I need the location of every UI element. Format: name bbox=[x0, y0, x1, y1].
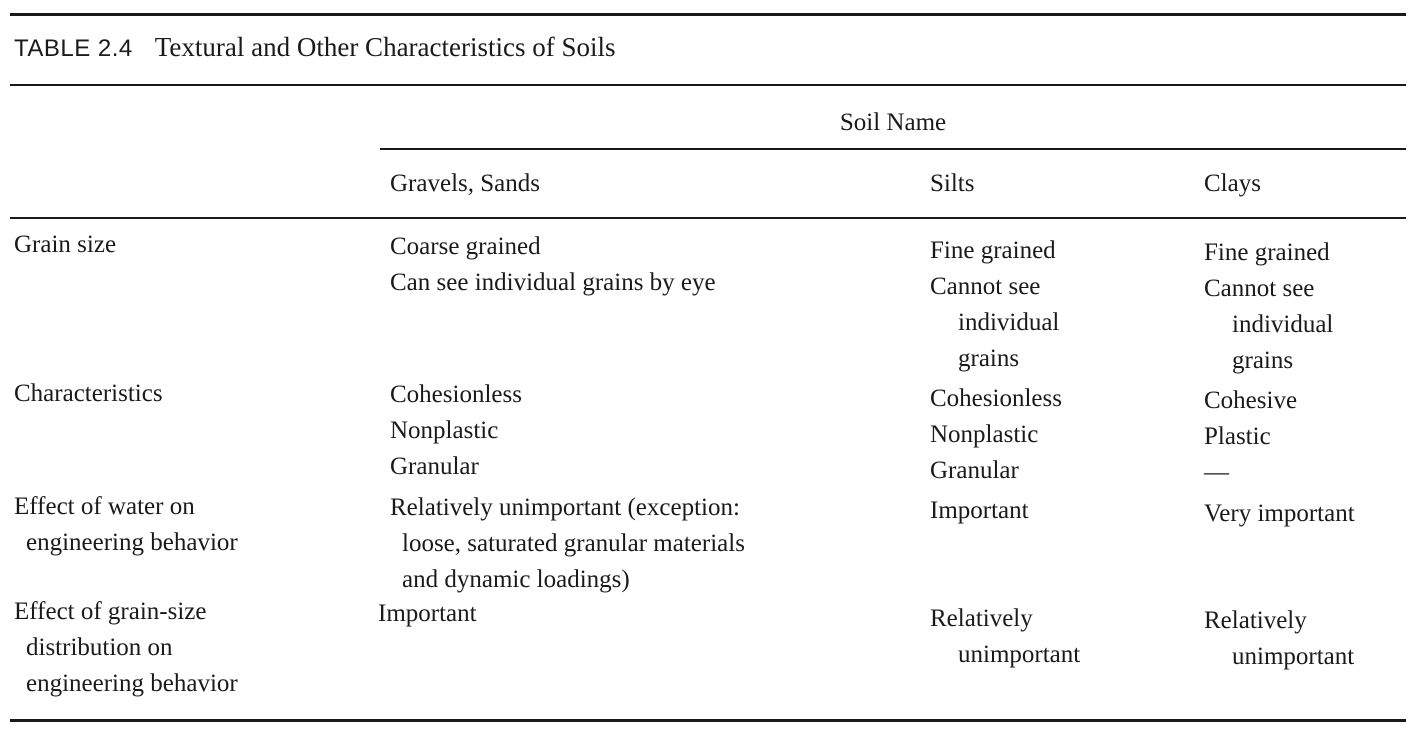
top-rule bbox=[10, 13, 1406, 16]
cell-grain-size-gravels-sands: Coarse grained Can see individual grains… bbox=[390, 229, 716, 301]
row-label-effect-of-water: Effect of water on engineering behavior bbox=[14, 489, 238, 561]
cell-line: Cohesionless bbox=[930, 385, 1062, 412]
cell-effect-of-water-clays: Very important bbox=[1204, 496, 1355, 532]
table-number: TABLE 2.4 bbox=[14, 35, 133, 62]
column-header-clays: Clays bbox=[1204, 170, 1261, 197]
cell-effect-of-grain-size-clays: Relatively unimportant bbox=[1204, 603, 1354, 675]
cell-line: Granular bbox=[390, 453, 479, 480]
cell-effect-of-grain-size-gravels-sands: Important bbox=[378, 596, 477, 632]
table-title: Textural and Other Characteristics of So… bbox=[154, 32, 616, 62]
table-caption: TABLE 2.4 Textural and Other Characterist… bbox=[14, 32, 616, 63]
row-label-line: Characteristics bbox=[14, 380, 163, 407]
cell-line: Cannot see bbox=[930, 273, 1041, 300]
bottom-rule bbox=[10, 719, 1406, 722]
cell-line: Granular bbox=[930, 457, 1019, 484]
cell-line: Very important bbox=[1204, 500, 1355, 527]
cell-effect-of-grain-size-silts: Relatively unimportant bbox=[930, 601, 1080, 673]
cell-line: and dynamic loadings) bbox=[402, 566, 630, 593]
cell-line: grains bbox=[958, 345, 1020, 372]
cell-line: Can see individual grains by eye bbox=[390, 269, 716, 296]
cell-line: Important bbox=[930, 497, 1029, 524]
cell-line: Important bbox=[378, 600, 477, 627]
cell-line: individual bbox=[1232, 311, 1334, 338]
row-label-characteristics: Characteristics bbox=[14, 376, 163, 412]
cell-line: Coarse grained bbox=[390, 233, 541, 260]
cell-characteristics-gravels-sands: Cohesionless Nonplastic Granular bbox=[390, 377, 522, 485]
column-header-silts: Silts bbox=[930, 170, 975, 197]
cell-line: Relatively unimportant (exception: bbox=[390, 494, 740, 521]
header-rule bbox=[10, 217, 1406, 219]
cell-effect-of-water-silts: Important bbox=[930, 493, 1029, 529]
group-header-rule bbox=[380, 148, 1406, 150]
cell-line: Fine grained bbox=[1204, 239, 1330, 266]
cell-line: loose, saturated granular materials bbox=[402, 530, 745, 557]
cell-characteristics-clays: Cohesive Plastic — bbox=[1204, 383, 1297, 491]
row-label-grain-size: Grain size bbox=[14, 227, 116, 263]
row-label-effect-of-grain-size: Effect of grain-size distribution on eng… bbox=[14, 594, 238, 702]
cell-line: — bbox=[1204, 459, 1229, 486]
cell-line: Nonplastic bbox=[930, 421, 1039, 448]
cell-line: Cohesionless bbox=[390, 381, 522, 408]
row-label-line: Grain size bbox=[14, 231, 117, 258]
row-label-line: engineering behavior bbox=[26, 670, 238, 697]
cell-line: individual bbox=[958, 309, 1060, 336]
column-header-gravels-sands: Gravels, Sands bbox=[390, 170, 540, 197]
cell-line: unimportant bbox=[958, 641, 1081, 668]
cell-line: Relatively bbox=[1204, 607, 1307, 634]
caption-rule bbox=[10, 84, 1406, 86]
cell-line: Cannot see bbox=[1204, 275, 1315, 302]
row-label-line: engineering behavior bbox=[26, 529, 238, 556]
cell-line: Fine grained bbox=[930, 237, 1056, 264]
soil-name-header: Soil Name bbox=[839, 109, 947, 136]
cell-line: grains bbox=[1232, 347, 1294, 374]
cell-grain-size-clays: Fine grained Cannot see individual grain… bbox=[1204, 235, 1333, 379]
row-label-line: Effect of grain-size bbox=[14, 598, 207, 625]
cell-line: Relatively bbox=[930, 605, 1033, 632]
cell-grain-size-silts: Fine grained Cannot see individual grain… bbox=[930, 233, 1059, 377]
row-label-line: distribution on bbox=[26, 634, 173, 661]
cell-characteristics-silts: Cohesionless Nonplastic Granular bbox=[930, 381, 1062, 489]
row-label-line: Effect of water on bbox=[14, 493, 195, 520]
cell-line: Nonplastic bbox=[390, 417, 499, 444]
cell-effect-of-water-gravels-sands: Relatively unimportant (exception: loose… bbox=[390, 490, 745, 598]
cell-line: Plastic bbox=[1204, 423, 1271, 450]
cell-line: unimportant bbox=[1232, 643, 1355, 670]
cell-line: Cohesive bbox=[1204, 387, 1298, 414]
